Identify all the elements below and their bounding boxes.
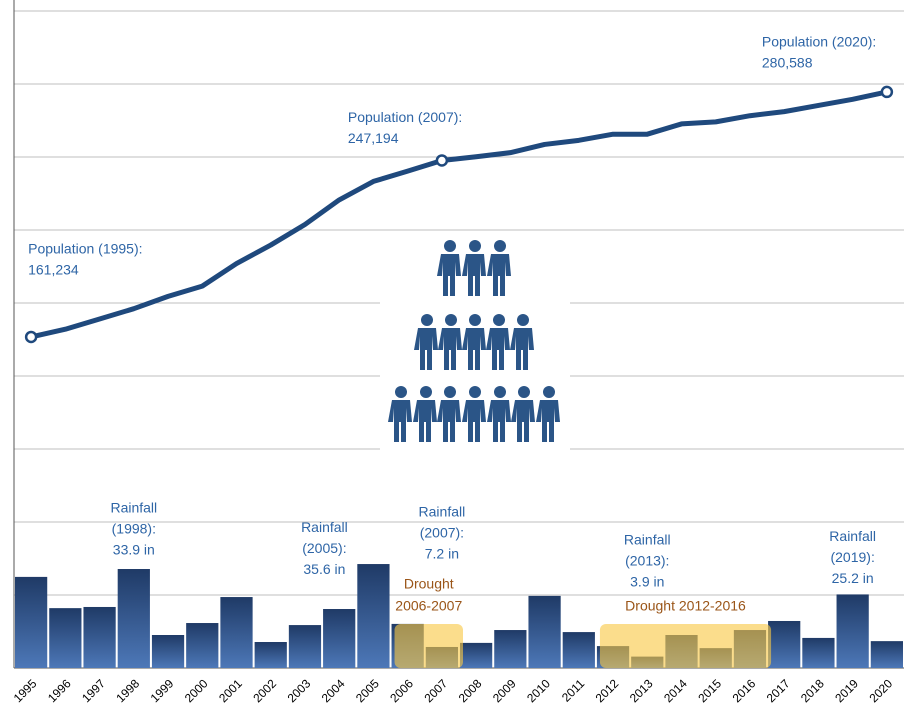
annotation: Population (1995): — [28, 241, 142, 257]
x-tick-label: 2001 — [216, 676, 245, 705]
bar — [562, 632, 595, 668]
annotation: 280,588 — [762, 55, 813, 71]
annotation: (2005): — [302, 540, 346, 556]
annotation: (2007): — [420, 525, 464, 541]
bar — [836, 594, 869, 668]
drought-label: Drought — [404, 576, 454, 592]
x-tick-label: 2016 — [730, 676, 759, 705]
annotation: 7.2 in — [425, 546, 459, 562]
x-tick-label: 2003 — [285, 676, 314, 705]
annotation: 247,194 — [348, 130, 399, 146]
x-tick-label: 2000 — [182, 676, 211, 705]
annotation: 35.6 in — [303, 561, 345, 577]
bar — [15, 576, 48, 668]
bar — [323, 609, 356, 668]
x-tick-label: 2008 — [456, 676, 485, 705]
x-tick-label: 1997 — [79, 676, 108, 705]
x-tick-label: 2020 — [866, 676, 895, 705]
annotation: 33.9 in — [113, 542, 155, 558]
x-tick-label: 2012 — [593, 676, 622, 705]
annotation: Rainfall — [829, 528, 876, 544]
annotation: 3.9 in — [630, 573, 664, 589]
bar — [870, 641, 903, 668]
x-tick-label: 2010 — [524, 676, 553, 705]
x-tick-label: 2015 — [695, 676, 724, 705]
annotation: Rainfall — [301, 519, 348, 535]
x-tick-label: 1999 — [148, 676, 177, 705]
bar — [768, 620, 801, 668]
bar — [288, 625, 322, 668]
x-tick-label: 2006 — [387, 676, 416, 705]
bar — [528, 595, 561, 668]
x-tick-label: 2017 — [764, 676, 793, 705]
annotation: Population (2020): — [762, 34, 876, 50]
annotation: Population (2007): — [348, 109, 462, 125]
highlight-point — [880, 85, 894, 99]
x-tick-label: 2009 — [490, 676, 519, 705]
x-tick-label: 1998 — [113, 676, 142, 705]
annotation: Rainfall — [110, 500, 157, 516]
x-tick-label: 2007 — [421, 676, 450, 705]
annotation: 161,234 — [28, 262, 79, 278]
highlight-point — [24, 330, 38, 344]
highlight-point — [435, 154, 449, 167]
x-tick-label: 2002 — [250, 676, 279, 705]
drought-label: 2006-2007 — [395, 598, 462, 614]
bar — [186, 623, 219, 668]
x-tick-label: 2004 — [319, 676, 348, 705]
annotation: Rainfall — [419, 504, 466, 520]
bar — [151, 635, 185, 668]
annotation: (2013): — [625, 552, 669, 568]
bar — [802, 637, 835, 668]
bar — [254, 642, 287, 668]
annotation: (2019): — [830, 549, 874, 565]
bar — [494, 630, 527, 668]
x-tick-label: 2005 — [353, 676, 382, 705]
x-tick-label: 2019 — [832, 676, 861, 705]
x-tick-label: 2018 — [798, 676, 827, 705]
drought-shade — [599, 624, 772, 668]
x-tick-label: 1995 — [11, 676, 40, 705]
x-tick-label: 1996 — [45, 676, 74, 705]
x-tick-label: 2011 — [559, 676, 587, 704]
people-icons — [380, 232, 570, 452]
bar — [117, 569, 150, 668]
x-tick-label: 2013 — [627, 676, 656, 705]
annotation: (1998): — [112, 521, 156, 537]
bar — [460, 642, 493, 668]
drought-label: Drought 2012-2016 — [625, 598, 746, 614]
bar — [83, 606, 116, 668]
annotation: Rainfall — [624, 531, 671, 547]
bar — [220, 597, 253, 668]
drought-shade — [394, 624, 463, 668]
annotation: 25.2 in — [832, 570, 874, 586]
x-tick-label: 2014 — [661, 676, 690, 705]
bar — [357, 564, 390, 668]
bar — [49, 608, 82, 668]
population-line — [28, 89, 890, 340]
